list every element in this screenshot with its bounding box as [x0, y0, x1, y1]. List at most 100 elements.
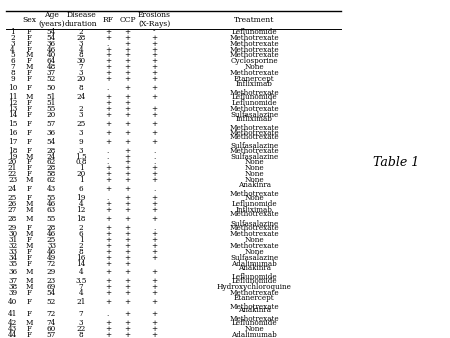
Text: 4: 4 — [79, 289, 83, 297]
Text: 51: 51 — [47, 99, 56, 107]
Text: 54: 54 — [47, 28, 56, 36]
Text: +: + — [151, 277, 158, 285]
Text: +: + — [105, 224, 111, 232]
Text: +: + — [125, 230, 130, 238]
Text: Methotrexate: Methotrexate — [229, 33, 279, 42]
Text: Etanercept: Etanercept — [234, 75, 274, 83]
Text: +: + — [151, 310, 158, 318]
Text: 55: 55 — [47, 105, 56, 113]
Text: +: + — [151, 298, 158, 306]
Text: 1: 1 — [79, 164, 83, 172]
Text: +: + — [151, 176, 158, 184]
Text: F: F — [27, 164, 32, 172]
Text: Adalimumab: Adalimumab — [231, 331, 277, 338]
Text: 4: 4 — [79, 268, 83, 276]
Text: +: + — [125, 51, 130, 59]
Text: 12: 12 — [8, 99, 17, 107]
Text: F: F — [27, 236, 32, 244]
Text: 3: 3 — [79, 69, 83, 77]
Text: +: + — [151, 200, 158, 208]
Text: Infliximab
Methotrexate: Infliximab Methotrexate — [229, 79, 279, 97]
Text: 1: 1 — [79, 176, 83, 184]
Text: 55: 55 — [47, 215, 56, 223]
Text: 27: 27 — [8, 206, 17, 214]
Text: Methotrexate: Methotrexate — [229, 147, 279, 154]
Text: +: + — [151, 46, 158, 53]
Text: Hydroxychloroquine: Hydroxychloroquine — [216, 283, 292, 291]
Text: 2: 2 — [79, 28, 83, 36]
Text: +: + — [105, 277, 111, 285]
Text: +: + — [125, 224, 130, 232]
Text: +: + — [105, 298, 111, 306]
Text: +: + — [125, 138, 130, 146]
Text: 54: 54 — [47, 138, 56, 146]
Text: -: - — [153, 28, 156, 36]
Text: 46: 46 — [47, 46, 56, 53]
Text: .: . — [153, 159, 155, 167]
Text: F: F — [27, 185, 32, 193]
Text: 26: 26 — [8, 200, 17, 208]
Text: Leflunomide: Leflunomide — [231, 93, 277, 101]
Text: 69: 69 — [47, 283, 56, 291]
Text: +: + — [105, 69, 111, 77]
Text: +: + — [151, 84, 158, 92]
Text: Anakinra
Methotrexate: Anakinra Methotrexate — [229, 180, 279, 198]
Text: 12: 12 — [76, 206, 86, 214]
Text: +: + — [151, 325, 158, 333]
Text: 41: 41 — [8, 310, 17, 318]
Text: Methotrexate: Methotrexate — [229, 105, 279, 113]
Text: Erosions
(X-Rays): Erosions (X-Rays) — [138, 11, 171, 28]
Text: +: + — [151, 254, 158, 262]
Text: +: + — [125, 28, 130, 36]
Text: 55: 55 — [47, 194, 56, 202]
Text: 28: 28 — [8, 215, 17, 223]
Text: +: + — [151, 57, 158, 66]
Text: +: + — [151, 164, 158, 172]
Text: 14: 14 — [8, 111, 17, 119]
Text: F: F — [27, 69, 32, 77]
Text: 51: 51 — [47, 93, 56, 101]
Text: CCP: CCP — [119, 16, 136, 24]
Text: Sulfasalazine: Sulfasalazine — [230, 111, 278, 119]
Text: Methotrexate: Methotrexate — [229, 242, 279, 250]
Text: .: . — [153, 152, 155, 161]
Text: +: + — [151, 63, 158, 71]
Text: Methotrexate: Methotrexate — [229, 46, 279, 53]
Text: +: + — [105, 176, 111, 184]
Text: Methotrexate: Methotrexate — [229, 129, 279, 137]
Text: +: + — [125, 40, 130, 48]
Text: Cyclosporine: Cyclosporine — [230, 57, 278, 66]
Text: Treatment: Treatment — [234, 16, 274, 24]
Text: 43: 43 — [47, 185, 56, 193]
Text: +: + — [105, 206, 111, 214]
Text: +: + — [151, 33, 158, 42]
Text: +: + — [151, 111, 158, 119]
Text: 10: 10 — [8, 84, 17, 92]
Text: Methotrexate: Methotrexate — [229, 69, 279, 77]
Text: +: + — [125, 215, 130, 223]
Text: M: M — [25, 152, 33, 161]
Text: 2: 2 — [10, 33, 15, 42]
Text: +: + — [125, 248, 130, 256]
Text: +: + — [125, 194, 130, 202]
Text: 50: 50 — [47, 84, 56, 92]
Text: Methotrexate
Sulfasalazine: Methotrexate Sulfasalazine — [229, 133, 279, 150]
Text: 7: 7 — [10, 63, 15, 71]
Text: 72: 72 — [47, 260, 56, 268]
Text: 3: 3 — [79, 147, 83, 154]
Text: +: + — [151, 268, 158, 276]
Text: 8: 8 — [79, 331, 83, 338]
Text: 2: 2 — [79, 105, 83, 113]
Text: M: M — [25, 206, 33, 214]
Text: 32: 32 — [8, 242, 17, 250]
Text: 39: 39 — [8, 289, 17, 297]
Text: 54: 54 — [47, 33, 56, 42]
Text: +: + — [125, 152, 130, 161]
Text: Leflunomide: Leflunomide — [231, 99, 277, 107]
Text: 8: 8 — [79, 51, 83, 59]
Text: +: + — [105, 242, 111, 250]
Text: +: + — [105, 289, 111, 297]
Text: F: F — [27, 194, 32, 202]
Text: 1: 1 — [10, 28, 15, 36]
Text: 0.8: 0.8 — [75, 159, 87, 167]
